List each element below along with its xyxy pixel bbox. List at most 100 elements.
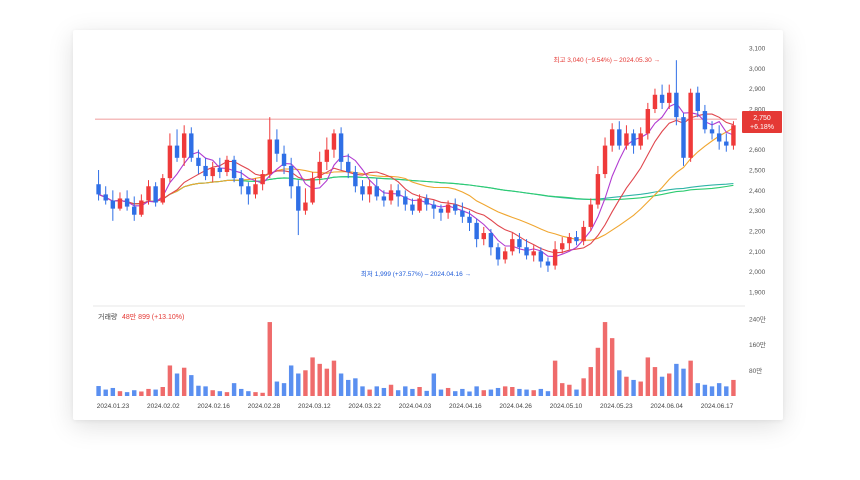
volume-bar[interactable] [731, 379, 736, 396]
candle-body[interactable] [574, 237, 579, 242]
candle-body[interactable] [638, 133, 643, 146]
volume-bar[interactable] [367, 389, 372, 396]
volume-bar[interactable] [403, 386, 408, 396]
candle-body[interactable] [431, 204, 437, 209]
candle-body[interactable] [688, 92, 693, 158]
volume-bar[interactable] [709, 386, 715, 396]
volume-bar[interactable] [574, 389, 579, 396]
candle-body[interactable] [474, 222, 479, 240]
candle-body[interactable] [360, 186, 365, 195]
volume-bar[interactable] [110, 387, 116, 396]
candle-body[interactable] [617, 129, 622, 146]
volume-bar[interactable] [517, 388, 522, 396]
candle-body[interactable] [167, 145, 173, 179]
candle-body[interactable] [624, 133, 629, 146]
volume-bar[interactable] [331, 360, 337, 396]
volume-bar[interactable] [267, 322, 272, 396]
candle-body[interactable] [524, 247, 529, 256]
candle-body[interactable] [210, 167, 215, 177]
volume-bar[interactable] [474, 386, 479, 396]
volume-bar[interactable] [545, 391, 551, 396]
volume-bar[interactable] [410, 388, 415, 396]
volume-bar[interactable] [346, 379, 351, 396]
candle-body[interactable] [288, 165, 294, 187]
volume-bar[interactable] [210, 390, 215, 396]
candle-body[interactable] [645, 109, 651, 134]
volume-bar[interactable] [153, 389, 158, 396]
candle-body[interactable] [246, 186, 251, 195]
volume-bar[interactable] [424, 390, 429, 396]
candle-body[interactable] [481, 233, 486, 240]
candle-body[interactable] [117, 198, 123, 209]
volume-bar[interactable] [203, 386, 208, 396]
candle-body[interactable] [667, 92, 672, 103]
volume-bar[interactable] [652, 367, 658, 396]
candle-body[interactable] [110, 200, 116, 209]
candle-body[interactable] [239, 178, 244, 187]
volume-bar[interactable] [488, 389, 494, 396]
volume-bar[interactable] [667, 373, 672, 397]
candle-body[interactable] [374, 186, 379, 197]
volume-bar[interactable] [481, 390, 486, 396]
volume-bar[interactable] [253, 392, 258, 396]
volume-bar[interactable] [310, 357, 315, 396]
volume-bar[interactable] [239, 388, 244, 396]
volume-bar[interactable] [360, 386, 365, 396]
volume-bar[interactable] [296, 373, 301, 397]
candle-body[interactable] [588, 204, 593, 227]
candle-body[interactable] [196, 157, 201, 166]
candle-body[interactable] [681, 117, 686, 158]
candle-body[interactable] [545, 261, 551, 266]
volume-bar[interactable] [181, 367, 187, 396]
candle-body[interactable] [445, 204, 451, 213]
volume-bar[interactable] [231, 383, 237, 396]
volume-bar[interactable] [338, 373, 344, 397]
volume-bar[interactable] [146, 388, 151, 396]
volume-bar[interactable] [659, 376, 665, 396]
volume-bar[interactable] [260, 392, 265, 396]
candle-body[interactable] [438, 208, 444, 213]
volume-bar[interactable] [502, 386, 508, 396]
volume-bar[interactable] [388, 384, 394, 396]
candle-body[interactable] [160, 178, 165, 203]
candle-body[interactable] [96, 184, 101, 195]
candle-body[interactable] [267, 139, 272, 175]
volume-bar[interactable] [217, 391, 223, 396]
candle-body[interactable] [552, 249, 558, 266]
volume-bar[interactable] [595, 347, 601, 396]
volume-bar[interactable] [681, 368, 686, 396]
candle-body[interactable] [674, 92, 679, 118]
volume-bar[interactable] [431, 373, 437, 397]
candle-body[interactable] [395, 190, 401, 197]
candle-body[interactable] [453, 204, 458, 211]
candle-body[interactable] [310, 178, 315, 203]
volume-bar[interactable] [274, 381, 280, 396]
volume-bar[interactable] [96, 386, 101, 396]
volume-bar[interactable] [617, 370, 622, 396]
candle-body[interactable] [324, 149, 330, 162]
candle-body[interactable] [403, 196, 408, 205]
candle-body[interactable] [231, 159, 237, 179]
candle-body[interactable] [217, 167, 223, 173]
volume-bar[interactable] [638, 381, 643, 396]
candle-body[interactable] [581, 226, 586, 242]
candle-body[interactable] [103, 194, 108, 201]
candle-body[interactable] [724, 141, 729, 146]
volume-bar[interactable] [552, 360, 558, 396]
candle-body[interactable] [132, 206, 137, 215]
volume-bar[interactable] [139, 391, 144, 397]
volume-bar[interactable] [324, 368, 330, 396]
candle-body[interactable] [224, 159, 230, 173]
candle-body[interactable] [281, 153, 287, 166]
volume-bar[interactable] [510, 387, 515, 396]
stock-chart[interactable]: 3,1003,0002,9002,8002,7002,6002,5002,400… [73, 30, 783, 420]
volume-bar[interactable] [417, 387, 422, 396]
volume-bar[interactable] [317, 363, 322, 396]
candle-body[interactable] [488, 233, 494, 248]
volume-bar[interactable] [467, 391, 472, 397]
volume-bar[interactable] [374, 386, 379, 396]
volume-bar[interactable] [281, 383, 287, 396]
volume-bar[interactable] [581, 378, 586, 396]
candle-body[interactable] [146, 186, 151, 201]
candle-body[interactable] [631, 133, 636, 146]
